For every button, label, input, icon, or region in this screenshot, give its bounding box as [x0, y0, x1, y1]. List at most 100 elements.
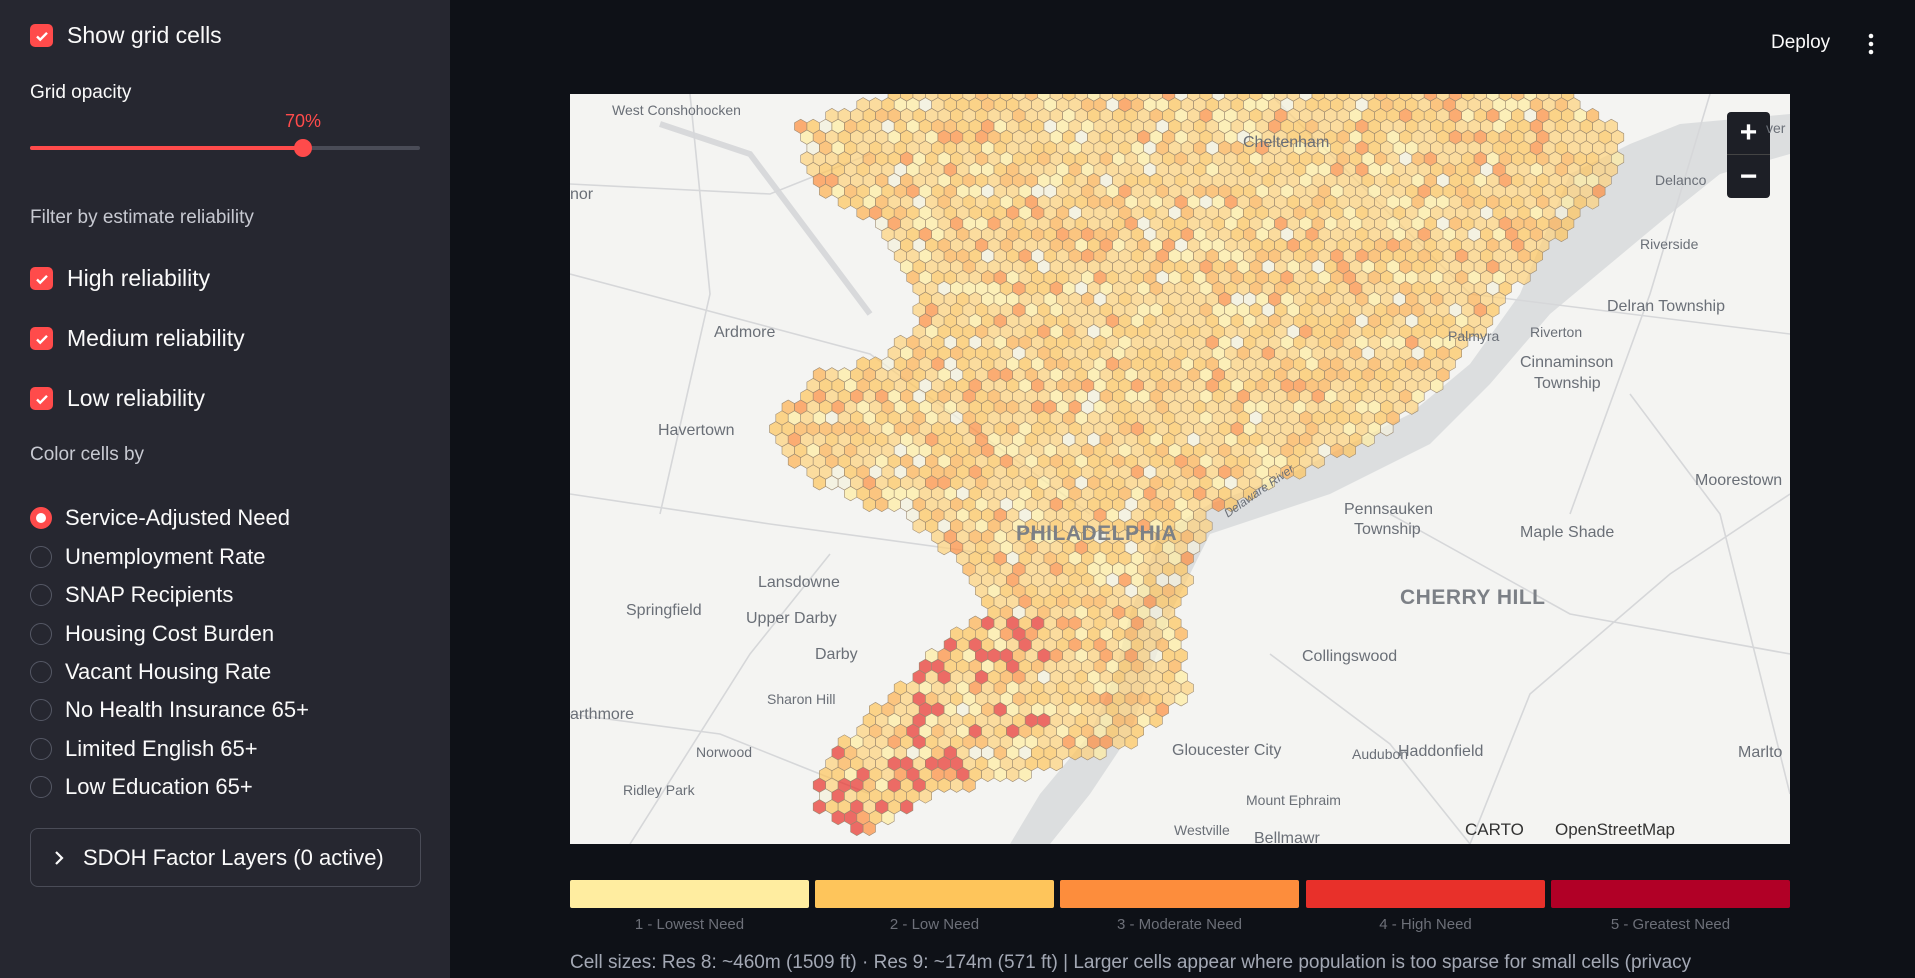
radio-unemployment-rate[interactable]: Unemployment Rate: [30, 544, 266, 570]
hex-cell: [1554, 226, 1569, 242]
hex-cell: [1093, 745, 1107, 761]
checkbox-checked-icon[interactable]: [30, 327, 53, 350]
radio-unselected-icon[interactable]: [30, 546, 52, 568]
radio-label: Limited English 65+: [65, 736, 258, 761]
medium-reliability-checkbox[interactable]: Medium reliability: [30, 325, 245, 352]
show-grid-label: Show grid cells: [67, 22, 222, 48]
slider-fill: [30, 146, 303, 150]
hex-cell: [962, 777, 976, 793]
hex-cell: [1174, 691, 1188, 707]
hex-cell: [1243, 486, 1257, 502]
checkbox-checked-icon[interactable]: [30, 387, 53, 410]
radio-unselected-icon[interactable]: [30, 776, 52, 798]
radio-snap-recipients[interactable]: SNAP Recipients: [30, 582, 233, 608]
legend-swatch: [815, 880, 1054, 908]
sdoh-factor-layers-expander[interactable]: SDOH Factor Layers (0 active): [30, 828, 421, 887]
radio-no-health-insurance-65[interactable]: No Health Insurance 65+: [30, 697, 309, 723]
show-grid-checkbox[interactable]: Show grid cells: [30, 22, 222, 49]
attribution-osm[interactable]: OpenStreetMap: [1555, 820, 1676, 839]
hex-cell: [1292, 464, 1307, 480]
legend-swatch: [570, 880, 809, 908]
radio-label: Service-Adjusted Need: [65, 505, 291, 530]
legend-item: 3 - Moderate Need: [1060, 880, 1299, 933]
color-by-label: Color cells by: [30, 444, 145, 465]
radio-unselected-icon[interactable]: [30, 699, 52, 721]
map-basemap: [570, 94, 1790, 844]
hex-cell: [1224, 496, 1238, 512]
legend-item: 5 - Greatest Need: [1551, 880, 1790, 933]
radio-label: Unemployment Rate: [65, 544, 266, 569]
map-label: Cinnaminson: [1520, 354, 1614, 371]
map-label: Gloucester City: [1172, 742, 1282, 759]
map-label: nor: [570, 186, 594, 203]
hex-cell: [1473, 324, 1487, 340]
hex-cell: [1124, 734, 1138, 750]
map-label: Delran Township: [1607, 298, 1725, 315]
map-label: Upper Darby: [746, 610, 837, 627]
legend-label: 3 - Moderate Need: [1116, 916, 1243, 933]
sidebar: Show grid cells Grid opacity 70% Filter …: [0, 0, 450, 978]
hex-cell: [1018, 766, 1032, 782]
zoom-out-button[interactable]: −: [1739, 159, 1758, 193]
hex-cell: [918, 788, 933, 804]
radio-unselected-icon[interactable]: [30, 623, 52, 645]
legend-swatch: [1060, 880, 1299, 908]
hex-grid-layer: [769, 94, 1625, 836]
low-reliability-label: Low reliability: [67, 385, 206, 411]
legend-item: 1 - Lowest Need: [570, 880, 809, 933]
legend-swatch: [1551, 880, 1790, 908]
hexgrid-map[interactable]: + − West Conshohocken Cheltenham Delanco…: [570, 94, 1790, 844]
need-legend: 1 - Lowest Need 2 - Low Need 3 - Moderat…: [570, 880, 1790, 940]
deploy-button[interactable]: Deploy: [1771, 32, 1831, 53]
radio-vacant-housing-rate[interactable]: Vacant Housing Rate: [30, 659, 271, 685]
low-reliability-checkbox[interactable]: Low reliability: [30, 385, 205, 412]
grid-opacity-slider[interactable]: [30, 139, 420, 157]
radio-unselected-icon[interactable]: [30, 661, 52, 683]
hex-cell: [1311, 453, 1325, 469]
map-label: Springfield: [626, 602, 702, 619]
radio-low-education-65[interactable]: Low Education 65+: [30, 774, 253, 800]
delaware-river: [1010, 114, 1790, 844]
reliability-filter-label: Filter by estimate reliability: [30, 207, 254, 228]
map-label-city: CHERRY HILL: [1400, 586, 1546, 609]
map-label: Norwood: [696, 744, 753, 760]
map-label: Township: [1354, 521, 1421, 538]
hex-cell: [1261, 475, 1275, 491]
map-label: Ridley Park: [623, 782, 695, 798]
map-label: Collingswood: [1302, 648, 1398, 665]
slider-thumb[interactable]: [294, 139, 312, 157]
legend-label: 2 - Low Need: [889, 916, 980, 933]
radio-housing-cost-burden[interactable]: Housing Cost Burden: [30, 621, 274, 647]
hex-cell: [1342, 442, 1357, 458]
hex-cell: [881, 810, 895, 826]
map-label: ver: [1766, 120, 1786, 136]
map-label: Moorestown: [1695, 472, 1783, 489]
checkbox-checked-icon[interactable]: [30, 267, 53, 290]
hex-cell: [1405, 399, 1419, 415]
radio-unselected-icon[interactable]: [30, 738, 52, 760]
radio-label: Low Education 65+: [65, 774, 253, 799]
high-reliability-label: High reliability: [67, 265, 211, 291]
legend-label: 1 - Lowest Need: [634, 916, 745, 933]
zoom-in-button[interactable]: +: [1727, 112, 1770, 155]
hex-cell: [1361, 432, 1375, 448]
map-label-city: PHILADELPHIA: [1016, 522, 1178, 545]
radio-selected-icon[interactable]: [30, 507, 52, 529]
hex-cell: [1380, 421, 1394, 437]
radio-label: No Health Insurance 65+: [65, 697, 309, 722]
zoom-control[interactable]: + −: [1727, 112, 1770, 198]
map-label: Riverton: [1530, 324, 1583, 340]
radio-unselected-icon[interactable]: [30, 584, 52, 606]
map-label: Pennsauken: [1344, 501, 1433, 518]
radio-label: Vacant Housing Rate: [65, 659, 272, 684]
attribution-carto[interactable]: CARTO: [1465, 820, 1524, 839]
expander-label: SDOH Factor Layers (0 active): [83, 844, 384, 870]
legend-item: 4 - High Need: [1306, 880, 1545, 933]
checkbox-checked-icon[interactable]: [30, 24, 53, 47]
grid-opacity-label: Grid opacity: [30, 82, 132, 103]
high-reliability-checkbox[interactable]: High reliability: [30, 265, 210, 292]
legend-label: 5 - Greatest Need: [1610, 916, 1731, 933]
radio-limited-english-65[interactable]: Limited English 65+: [30, 736, 258, 762]
radio-service-adjusted-need[interactable]: Service-Adjusted Need: [30, 505, 290, 531]
kebab-menu-icon[interactable]: [1865, 32, 1877, 56]
